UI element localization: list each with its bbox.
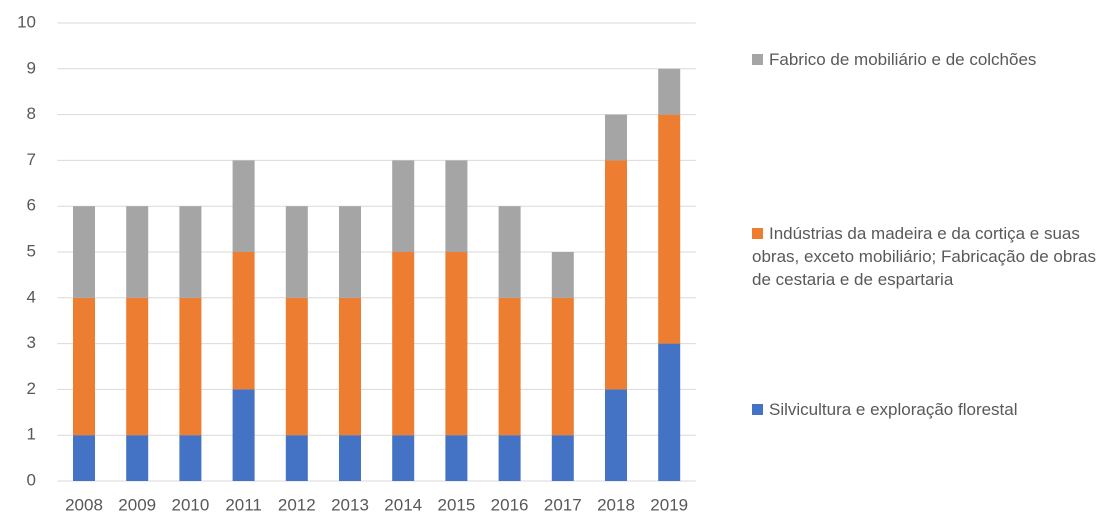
x-tick-label: 2008 xyxy=(65,495,103,514)
bar-segment xyxy=(339,297,361,436)
legend-swatch xyxy=(752,404,763,415)
bar-segment xyxy=(285,297,308,436)
bar-segment xyxy=(285,206,308,298)
x-tick-label: 2015 xyxy=(437,495,475,514)
bar-segment xyxy=(605,160,627,390)
y-tick-label: 6 xyxy=(27,196,36,215)
y-tick-label: 10 xyxy=(17,12,36,31)
bar-segment xyxy=(179,206,202,298)
bar-segment xyxy=(126,435,149,481)
bar-segment xyxy=(232,160,255,252)
bar-segment xyxy=(339,435,361,481)
bar-segment xyxy=(392,252,415,436)
bar-segment xyxy=(498,297,521,436)
y-tick-label: 7 xyxy=(27,150,36,169)
bar-segment xyxy=(658,68,681,115)
x-tick-label: 2011 xyxy=(225,495,262,514)
legend-entry: Silvicultura e exploração florestal xyxy=(752,398,1097,421)
bar-segment xyxy=(551,297,574,436)
legend-entry: Fabrico de mobiliário e de colchões xyxy=(752,48,1097,71)
x-tick-label: 2017 xyxy=(544,495,582,514)
bar-segment xyxy=(498,435,521,481)
bar-segment xyxy=(392,435,415,481)
legend-label: Indústrias da madeira e da cortiça e sua… xyxy=(752,224,1096,289)
bar-segment xyxy=(339,206,361,298)
bar-segment xyxy=(179,435,202,481)
bar-segment xyxy=(73,206,95,298)
y-tick-label: 5 xyxy=(27,241,36,260)
legend-label: Fabrico de mobiliário e de colchões xyxy=(769,50,1037,69)
bar-segment xyxy=(551,252,574,298)
bar-segment xyxy=(285,435,308,481)
bar-segment xyxy=(73,297,95,436)
bar-segment xyxy=(179,297,202,436)
bar-segment xyxy=(232,389,255,481)
bar-segment xyxy=(605,389,627,481)
y-tick-label: 2 xyxy=(27,379,36,398)
bar-segment xyxy=(658,114,681,344)
bar-segment xyxy=(551,435,574,481)
bar-segment xyxy=(658,343,681,481)
bar-segment xyxy=(73,435,95,481)
bar-segment xyxy=(498,206,521,298)
x-tick-label: 2009 xyxy=(118,495,156,514)
x-tick-label: 2014 xyxy=(384,495,422,514)
bar-segment xyxy=(605,114,627,161)
x-tick-label: 2012 xyxy=(278,495,316,514)
legend-swatch xyxy=(752,228,763,239)
y-tick-label: 9 xyxy=(27,58,36,77)
y-tick-label: 3 xyxy=(27,333,36,352)
legend-swatch xyxy=(752,54,763,65)
x-tick-label: 2018 xyxy=(597,495,635,514)
x-tick-label: 2013 xyxy=(331,495,369,514)
bar-segment xyxy=(392,160,415,252)
y-tick-label: 0 xyxy=(27,470,36,489)
bar-segment xyxy=(445,435,468,481)
y-tick-label: 8 xyxy=(27,104,36,123)
legend-label: Silvicultura e exploração florestal xyxy=(769,400,1018,419)
x-tick-label: 2016 xyxy=(491,495,529,514)
y-tick-label: 4 xyxy=(27,287,36,306)
x-tick-label: 2010 xyxy=(171,495,209,514)
x-tick-label: 2019 xyxy=(650,495,688,514)
y-tick-label: 1 xyxy=(27,425,36,444)
bar-segment xyxy=(445,252,468,436)
bar-segment xyxy=(126,297,149,436)
bar-segment xyxy=(126,206,149,298)
bar-segment xyxy=(232,252,255,390)
legend-entry: Indústrias da madeira e da cortiça e sua… xyxy=(752,222,1097,291)
bar-segment xyxy=(445,160,468,252)
